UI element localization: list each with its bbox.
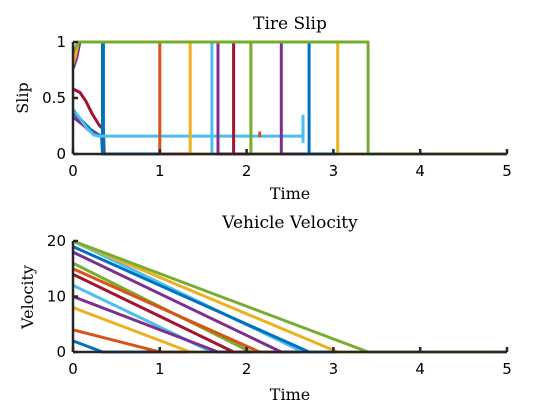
tire-slip-xtick-label: 2	[242, 162, 252, 180]
vehicle-velocity-series-4	[72, 284, 218, 354]
tire-slip-ytick-label: 0	[56, 145, 66, 163]
tire-slip-xtick-label: 1	[155, 162, 165, 180]
vehicle-velocity-ylabel: Velocity	[18, 265, 37, 330]
vehicle-velocity-xtick-label: 3	[329, 360, 339, 378]
tire-slip-ytick-label: 1	[56, 33, 66, 51]
vehicle-velocity-ytick-label: 10	[47, 288, 66, 306]
tire-slip-ylabel: Slip	[13, 82, 32, 113]
vehicle-velocity-ytick-label: 0	[56, 343, 66, 361]
tire-slip-ytick-label: 0.5	[42, 89, 66, 107]
vehicle-velocity-xlabel: Time	[270, 385, 310, 404]
vehicle-velocity-xtick-label: 0	[68, 360, 78, 378]
vehicle-velocity-lines	[72, 239, 507, 354]
tire-slip-xtick-label: 5	[502, 162, 512, 180]
vehicle-velocity-plot: Vehicle Velocity Time Velocity 0 1 2 3 4 5 0 10…	[18, 213, 512, 404]
vehicle-velocity-xtick-label: 2	[242, 360, 252, 378]
tire-slip-xtick-label: 4	[415, 162, 425, 180]
vehicle-velocity-xtick-label: 5	[502, 360, 512, 378]
tire-slip-lines	[71, 40, 507, 156]
vehicle-velocity-series-1	[72, 339, 160, 354]
tire-slip-series-4	[71, 108, 303, 138]
tire-slip-plot: Tire Slip Time Slip 0 1 2 3 4 5 0 0.5 1	[13, 14, 512, 203]
vehicle-velocity-title: Vehicle Velocity	[221, 213, 358, 233]
tire-slip-title: Tire Slip	[253, 14, 327, 34]
tire-slip-xtick-label: 3	[329, 162, 339, 180]
vehicle-velocity-xtick-label: 1	[155, 360, 165, 378]
vehicle-velocity-ytick-label: 20	[47, 232, 66, 250]
tire-slip-xtick-label: 0	[68, 162, 78, 180]
tire-slip-xlabel: Time	[270, 184, 310, 203]
vehicle-velocity-xtick-label: 4	[415, 360, 425, 378]
